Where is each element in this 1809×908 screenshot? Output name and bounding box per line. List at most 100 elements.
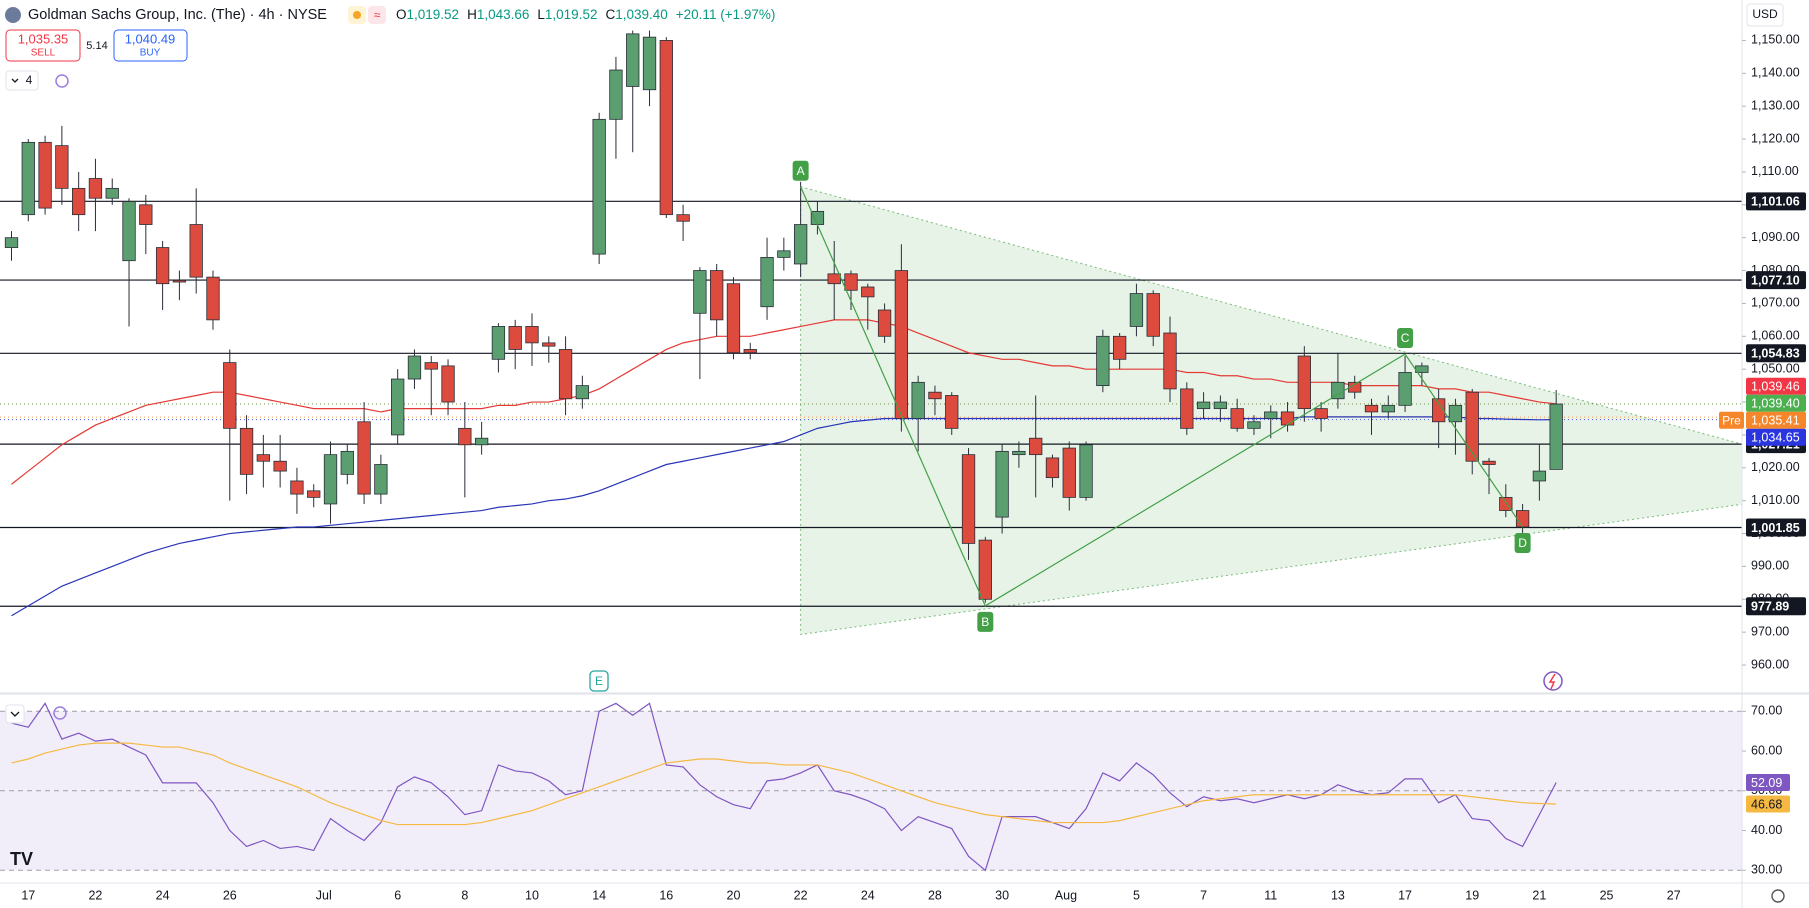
earnings-label: E bbox=[595, 674, 603, 688]
rsi-tag bbox=[1746, 773, 1790, 791]
x-tick-label: 22 bbox=[88, 888, 102, 902]
candle-body bbox=[1314, 408, 1328, 419]
candle-body bbox=[525, 326, 539, 344]
level-tag-label: 1,001.85 bbox=[1751, 521, 1800, 535]
candle-body bbox=[1432, 398, 1446, 423]
y-tick-label: 60.00 bbox=[1751, 743, 1782, 757]
candle-body bbox=[508, 326, 522, 350]
pattern-point-badge bbox=[792, 160, 809, 181]
brand-logo: TV bbox=[10, 849, 33, 869]
rsi-settings-icon[interactable] bbox=[53, 706, 67, 720]
candle-body bbox=[1129, 293, 1144, 327]
ohlc-value: 1,043.66 bbox=[477, 7, 530, 22]
rsi-tag-label: 52.09 bbox=[1751, 776, 1782, 790]
buy-button[interactable] bbox=[113, 29, 188, 62]
data-icon bbox=[368, 6, 386, 24]
candle-body bbox=[743, 349, 757, 354]
candle-body bbox=[21, 141, 35, 216]
level-tag bbox=[1746, 192, 1806, 211]
candle-body bbox=[1029, 437, 1043, 456]
candle-body bbox=[676, 214, 690, 222]
candle-body bbox=[1163, 332, 1177, 390]
level-tag-label: 1,101.06 bbox=[1751, 195, 1800, 209]
x-tick-label: 14 bbox=[592, 888, 606, 902]
y-tick-label: 990.00 bbox=[1751, 559, 1789, 573]
x-tick-label: 8 bbox=[461, 888, 468, 902]
currency: USD bbox=[1752, 7, 1778, 21]
indicators-toggle[interactable] bbox=[5, 70, 39, 91]
level-tag-label: 977.89 bbox=[1751, 600, 1789, 614]
settings-icon[interactable] bbox=[1771, 889, 1785, 903]
ohlc-value: 1,019.52 bbox=[407, 7, 460, 22]
candle-body bbox=[726, 283, 741, 354]
level-tag bbox=[1746, 344, 1806, 363]
candle-body bbox=[357, 421, 371, 495]
candle-body bbox=[1079, 444, 1093, 498]
candle-body bbox=[290, 480, 304, 495]
candle-body bbox=[1112, 335, 1127, 360]
x-tick-label: 6 bbox=[394, 888, 401, 902]
sell-label: SELL bbox=[31, 48, 56, 59]
y-tick-label: 960.00 bbox=[1751, 657, 1789, 671]
candle-body bbox=[575, 385, 590, 400]
candle-body bbox=[256, 454, 271, 462]
price-tag bbox=[1746, 411, 1806, 429]
symbol-logo bbox=[5, 7, 21, 23]
price-tag-label: 1,039.40 bbox=[1751, 397, 1800, 411]
candle-body bbox=[491, 326, 506, 360]
candle-body bbox=[172, 280, 187, 283]
chevron bbox=[10, 711, 20, 717]
candle-body bbox=[1398, 372, 1412, 406]
candle-body bbox=[340, 450, 354, 475]
earnings-marker[interactable] bbox=[589, 670, 609, 692]
candle-body bbox=[139, 204, 153, 225]
price-tag bbox=[1746, 377, 1806, 395]
x-tick-label: 16 bbox=[659, 888, 673, 902]
y-tick-label: 40.00 bbox=[1751, 823, 1782, 837]
candle-body bbox=[458, 427, 472, 446]
main-pane: A B C D bbox=[0, 30, 1743, 636]
candle-body bbox=[659, 40, 673, 216]
currency-box[interactable] bbox=[1746, 3, 1784, 27]
candle-body bbox=[239, 427, 254, 475]
rsi-toggle[interactable] bbox=[5, 704, 25, 724]
price-tag-label: 1,039.46 bbox=[1751, 380, 1800, 394]
candle-body bbox=[760, 257, 774, 308]
x-tick-label: Jul bbox=[316, 888, 332, 902]
chevron bbox=[11, 78, 19, 83]
y-tick-label: 1,120.00 bbox=[1751, 131, 1800, 145]
candle-body bbox=[978, 539, 992, 600]
y-tick-label: 1,050.00 bbox=[1751, 361, 1800, 375]
sell-button[interactable] bbox=[5, 29, 81, 62]
x-tick-label: 5 bbox=[1133, 888, 1140, 902]
pre-tag bbox=[1719, 411, 1744, 429]
y-tick-label: 1,070.00 bbox=[1751, 296, 1800, 310]
y-tick-label: 1,150.00 bbox=[1751, 33, 1800, 47]
candle-body bbox=[223, 362, 237, 429]
candle-body bbox=[374, 464, 388, 495]
ohlc-key: L bbox=[537, 7, 545, 22]
candle-body bbox=[626, 33, 640, 87]
x-tick-label: 11 bbox=[1264, 888, 1277, 902]
symbol-title[interactable]: Goldman Sachs Group, Inc. (The) · 4h · N… bbox=[28, 7, 327, 23]
ohlc-change: +20.11 (+1.97%) bbox=[676, 7, 776, 22]
y-tick-label: 1,060.00 bbox=[1751, 329, 1800, 343]
candle-body bbox=[4, 237, 19, 248]
candle-body bbox=[558, 349, 573, 400]
y-tick-label: 1,140.00 bbox=[1751, 66, 1800, 80]
refresh-icon[interactable] bbox=[55, 74, 69, 88]
ohlc-value: 1,039.40 bbox=[615, 7, 668, 22]
event-icon[interactable] bbox=[1543, 671, 1563, 691]
x-tick-label: 19 bbox=[1465, 888, 1479, 902]
x-tick-label: 27 bbox=[1667, 888, 1681, 902]
ohlc-key: O bbox=[396, 7, 407, 22]
y-tick-label: 1,110.00 bbox=[1751, 164, 1799, 178]
candle-body bbox=[609, 69, 623, 120]
candle-body bbox=[1180, 388, 1194, 429]
level-tag bbox=[1746, 518, 1806, 537]
candle-body bbox=[827, 273, 841, 285]
event-icon-bolt bbox=[1548, 673, 1556, 690]
candle-body bbox=[105, 187, 119, 199]
candle-body bbox=[206, 276, 220, 321]
